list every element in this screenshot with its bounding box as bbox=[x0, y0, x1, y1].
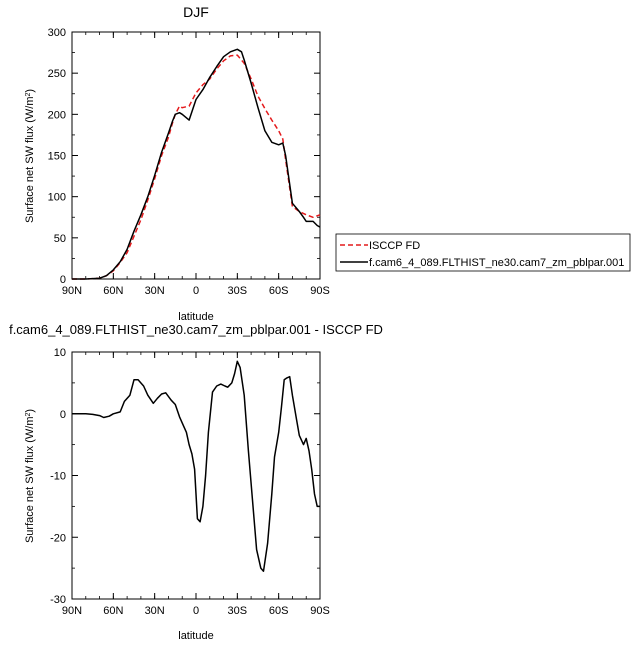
bottom-y-tick-label: 0 bbox=[60, 409, 66, 421]
top-x-tick-label: 30N bbox=[145, 285, 165, 297]
top-y-tick-label: 250 bbox=[48, 68, 66, 80]
top-series-line-0 bbox=[72, 54, 321, 280]
top-x-tick-label: 0 bbox=[193, 285, 199, 297]
top-plot-frame bbox=[71, 31, 321, 280]
top-plot-area: 90N 60N 30N 0 30S 60S 90S 0 50 100 150 200 250 300 bbox=[48, 27, 330, 297]
bottom-y-axis-label: Surface net SW flux (W/m2) bbox=[24, 409, 36, 543]
bottom-y-tick-label: -20 bbox=[50, 532, 66, 544]
top-chart-title: DJF bbox=[183, 4, 209, 20]
bottom-x-tick-label: 30N bbox=[145, 605, 165, 617]
bottom-x-axis-label: latitude bbox=[178, 630, 213, 642]
top-x-axis-label: latitude bbox=[178, 311, 213, 323]
top-x-tick-label: 90S bbox=[310, 285, 330, 297]
bottom-y-tick-label: -10 bbox=[50, 471, 66, 483]
bottom-x-tick-label: 90S bbox=[310, 605, 330, 617]
bottom-plot-area: 90N 60N 30N 0 30S 60S 90S -30 -20 -10 0 10 bbox=[50, 347, 330, 617]
bottom-x-tick-label: 30S bbox=[228, 605, 248, 617]
top-panel: DJF 90N 60N 30N 0 30S 60S 90S 0 50 100 150 200 250 30… bbox=[24, 4, 330, 323]
bottom-series-line-0 bbox=[72, 360, 320, 572]
bottom-x-tick-label: 60S bbox=[269, 605, 289, 617]
top-y-tick-label: 100 bbox=[48, 192, 66, 204]
top-x-tick-label: 90N bbox=[62, 285, 82, 297]
legend-label-isccp: ISCCP FD bbox=[369, 240, 420, 252]
top-y-tick-label: 150 bbox=[48, 151, 66, 163]
top-y-tick-label: 300 bbox=[48, 27, 66, 39]
bottom-x-tick-label: 90N bbox=[62, 605, 82, 617]
bottom-y-tick-label: 10 bbox=[54, 347, 66, 359]
legend: ISCCP FD f.cam6_4_089.FLTHIST_ne30.cam7_… bbox=[335, 233, 631, 272]
top-x-tick-label: 60N bbox=[103, 285, 123, 297]
legend-label-model: f.cam6_4_089.FLTHIST_ne30.cam7_zm_pblpar… bbox=[369, 257, 624, 269]
top-y-axis-label: Surface net SW flux (W/m2) bbox=[24, 89, 36, 223]
top-y-tick-label: 200 bbox=[48, 109, 66, 121]
bottom-y-tick-label: -30 bbox=[50, 594, 66, 606]
top-x-tick-label: 60S bbox=[269, 285, 289, 297]
bottom-x-tick-label: 60N bbox=[103, 605, 123, 617]
legend-box bbox=[335, 233, 631, 272]
top-y-tick-label: 0 bbox=[60, 274, 66, 286]
top-x-tick-label: 30S bbox=[228, 285, 248, 297]
bottom-panel: f.cam6_4_089.FLTHIST_ne30.cam7_zm_pblpar… bbox=[9, 322, 383, 642]
top-series-line-1 bbox=[72, 48, 321, 280]
bottom-chart-title: f.cam6_4_089.FLTHIST_ne30.cam7_zm_pblpar… bbox=[9, 322, 383, 337]
bottom-x-tick-label: 0 bbox=[193, 605, 199, 617]
top-y-tick-label: 50 bbox=[54, 233, 66, 245]
